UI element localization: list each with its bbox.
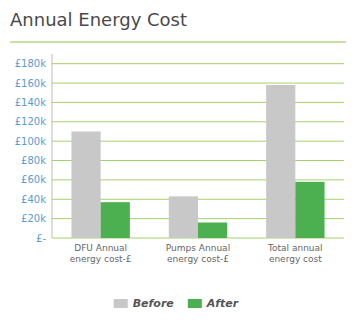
- x-tick-line: Pumps Annual: [166, 243, 230, 253]
- y-axis-line: [52, 54, 53, 238]
- legend-swatch: [114, 299, 128, 308]
- bar: [266, 85, 295, 238]
- chart: Annual Energy Cost £- £20k £40k £60k £80k £100…: [0, 0, 352, 321]
- x-tick-line: Total annual: [267, 243, 323, 253]
- bar: [198, 223, 227, 238]
- grid-line: [52, 63, 344, 64]
- legend-label: Before: [133, 297, 175, 310]
- x-tick-line: energy cost: [269, 254, 322, 264]
- legend-swatch: [188, 299, 202, 308]
- y-tick-label: £20k: [21, 213, 46, 224]
- x-tick-label: Pumps Annualenergy cost-£: [166, 243, 230, 264]
- legend: Before After: [114, 297, 239, 310]
- grid-line: [52, 121, 344, 122]
- y-tick-label: £40k: [21, 194, 46, 205]
- grid-line: [52, 102, 344, 103]
- x-tick-line: energy cost-£: [167, 254, 229, 264]
- bar: [101, 202, 130, 238]
- grid-line: [52, 83, 344, 84]
- x-tick-label: DFU Annualenergy cost-£: [70, 243, 132, 264]
- bar: [295, 182, 324, 238]
- y-tick-label: £160k: [15, 78, 46, 89]
- y-tick-label: £180k: [15, 58, 46, 69]
- x-tick-line: DFU Annual: [74, 243, 127, 253]
- x-tick-label: Total annualenergy cost: [267, 243, 323, 264]
- legend-label: After: [206, 297, 239, 310]
- y-tick-label: £140k: [15, 97, 46, 108]
- title: Annual Energy Cost: [10, 9, 187, 30]
- x-tick-line: energy cost-£: [70, 254, 132, 264]
- bar: [71, 131, 100, 238]
- y-tick-label: £80k: [21, 155, 46, 166]
- y-tick-label: £100k: [15, 136, 46, 147]
- y-axis: £- £20k £40k £60k £80k £100k £120k £140k £160k £1…: [15, 58, 344, 243]
- y-tick-label: £60k: [21, 174, 46, 185]
- y-tick-label: £120k: [15, 116, 46, 127]
- bar: [169, 196, 198, 238]
- y-tick-label: £-: [36, 233, 46, 244]
- title-rule: [10, 41, 346, 42]
